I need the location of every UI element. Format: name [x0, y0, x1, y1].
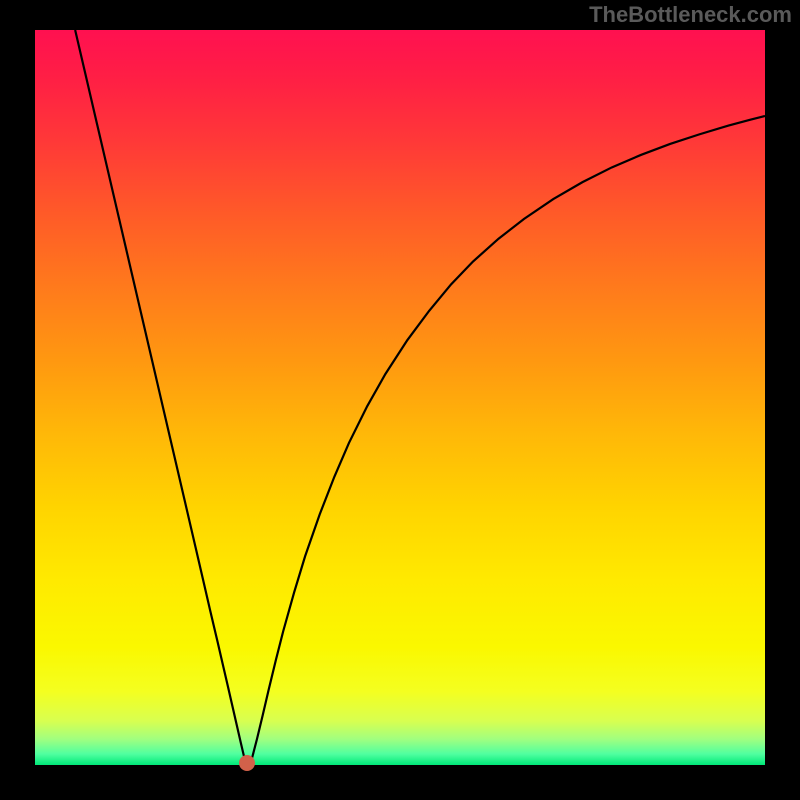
minimum-marker [239, 755, 255, 771]
chart-container: TheBottleneck.com [0, 0, 800, 800]
bottleneck-curve [75, 30, 765, 765]
plot-area [35, 30, 765, 765]
curve-overlay [35, 30, 765, 765]
watermark-text: TheBottleneck.com [589, 2, 792, 28]
